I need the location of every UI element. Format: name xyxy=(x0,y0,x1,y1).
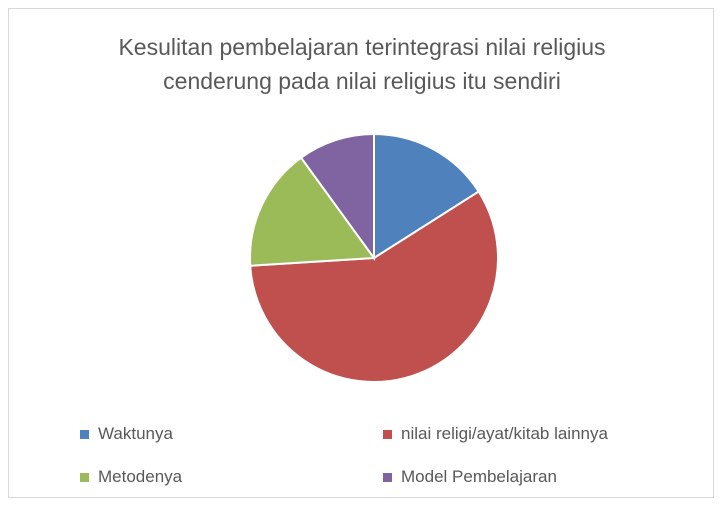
pie-slice xyxy=(249,190,499,383)
pie-slice xyxy=(249,156,376,267)
legend-item: nilai religi/ayat/kitab lainnya xyxy=(383,424,608,444)
legend-swatch xyxy=(383,472,392,482)
chart-frame xyxy=(8,8,714,498)
legend-item: Model Pembelajaran xyxy=(383,467,557,487)
legend-label: Waktunya xyxy=(98,424,173,443)
legend-swatch xyxy=(80,429,89,439)
legend-swatch xyxy=(383,429,392,439)
chart-title: Kesulitan pembelajaran terintegrasi nila… xyxy=(118,34,606,94)
legend-label: Metodenya xyxy=(98,467,183,486)
legend-item: Metodenya xyxy=(80,467,182,487)
pie-slice xyxy=(299,132,375,262)
legend-label: nilai religi/ayat/kitab lainnya xyxy=(401,424,608,443)
legend-item: Waktunya xyxy=(80,424,173,444)
legend-label: Model Pembelajaran xyxy=(401,467,557,486)
legend-swatch xyxy=(80,472,89,482)
pie-slice xyxy=(373,132,481,260)
